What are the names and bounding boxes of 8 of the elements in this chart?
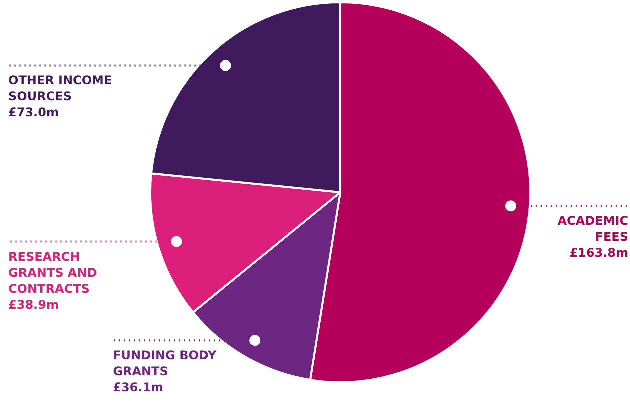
slice-label: RESEARCH GRANTS AND CONTRACTS [8,250,98,296]
slice-label: OTHER INCOME SOURCES [8,74,112,104]
slice-label: FUNDING BODY GRANTS [113,348,218,379]
slice-label: ACADEMIC FEES [558,214,629,244]
data-label: £38.9m [8,298,59,312]
data-label: £73.0m [8,106,59,120]
data-label: £163.8m [570,246,628,260]
data-label: £36.1m [113,380,164,395]
